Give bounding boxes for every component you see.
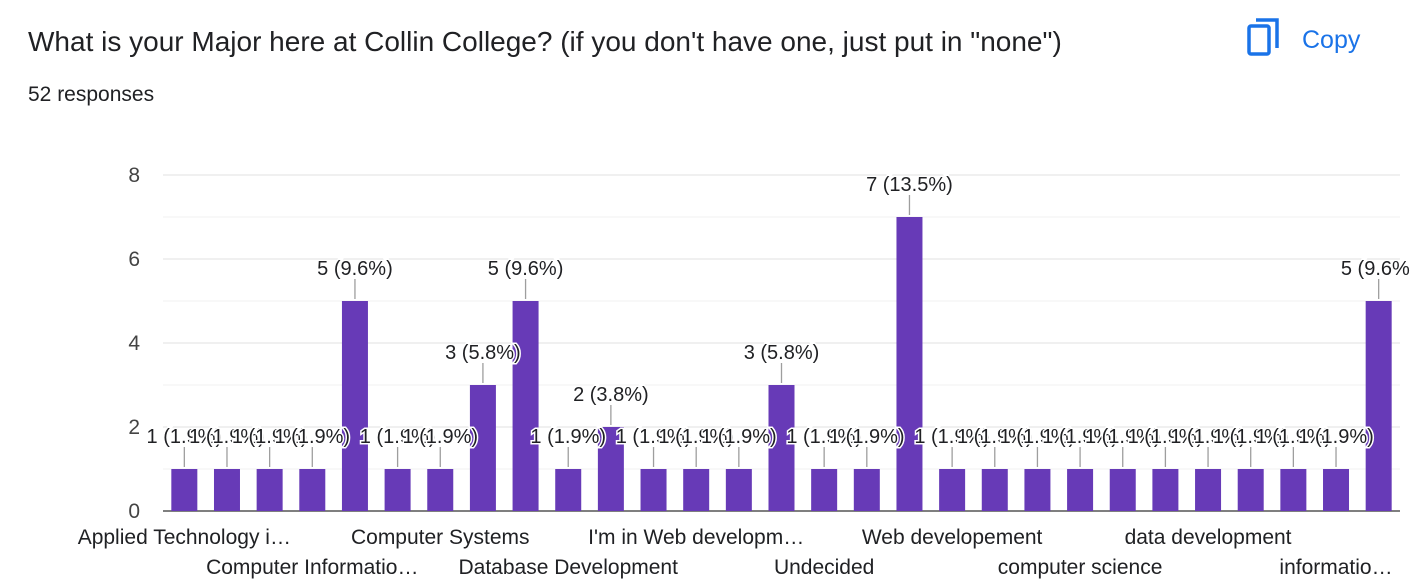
bar-value-label: 1 (1.9%) bbox=[189, 426, 265, 448]
copy-icon bbox=[1246, 17, 1282, 64]
bar bbox=[1195, 469, 1222, 511]
bar bbox=[555, 469, 582, 511]
bar-value-label: 1 (1.9%) bbox=[914, 426, 990, 448]
bar bbox=[213, 469, 240, 511]
bar-value-label: 1 (1.9%) bbox=[701, 426, 777, 448]
bar-value-label: 5 (9.6%) bbox=[488, 258, 564, 280]
bar-value-label: 1 (1.9%) bbox=[360, 426, 436, 448]
bar-value-label: 1 (1.9%) bbox=[1000, 426, 1076, 448]
bar bbox=[1024, 469, 1051, 511]
bar bbox=[512, 301, 539, 511]
bar-value-label: 5 (9.6%) bbox=[1341, 258, 1410, 280]
x-category-label: Computer Informatio… bbox=[206, 556, 418, 579]
response-count: 52 responses bbox=[28, 83, 155, 106]
bar-value-label: 1 (1.9%) bbox=[1170, 426, 1246, 448]
x-category-label: Computer Systems bbox=[351, 526, 530, 549]
bar bbox=[896, 217, 923, 511]
bar bbox=[171, 469, 198, 511]
bar bbox=[939, 469, 966, 511]
bar bbox=[725, 469, 752, 511]
bar-value-label: 1 (1.9%) bbox=[957, 426, 1033, 448]
bar bbox=[469, 385, 496, 511]
y-tick-label: 8 bbox=[128, 164, 140, 187]
bar bbox=[640, 469, 667, 511]
bar bbox=[1323, 469, 1350, 511]
bar bbox=[384, 469, 411, 511]
bar-value-label: 1 (1.9%) bbox=[1298, 426, 1374, 448]
bar bbox=[299, 469, 326, 511]
bar-value-label: 1 (1.9%) bbox=[829, 426, 905, 448]
bar bbox=[1237, 469, 1264, 511]
bar bbox=[341, 301, 368, 511]
bar-chart: 1 (1.9%)1 (1.9%)1 (1.9%)1 (1.9%)5 (9.6%)… bbox=[78, 164, 1410, 579]
bar-value-label: 1 (1.9%) bbox=[658, 426, 734, 448]
bar-value-label: 1 (1.9%) bbox=[1042, 426, 1118, 448]
x-category-label: Database Development bbox=[458, 556, 678, 579]
copy-label: Copy bbox=[1302, 25, 1361, 54]
bar-value-label: 7 (13.5%) bbox=[866, 174, 953, 196]
x-category-label: data development bbox=[1125, 526, 1292, 549]
bar bbox=[256, 469, 283, 511]
bar-value-label: 1 (1.9%) bbox=[1085, 426, 1161, 448]
bar bbox=[1152, 469, 1179, 511]
question-title: What is your Major here at Collin Colleg… bbox=[28, 26, 1062, 57]
x-category-label: I'm in Web developm… bbox=[588, 526, 804, 549]
bar-value-label: 1 (1.9%) bbox=[274, 426, 350, 448]
x-category-label: Web developement bbox=[862, 526, 1043, 549]
bar-value-label: 3 (5.8%) bbox=[744, 342, 820, 364]
copy-button[interactable]: Copy bbox=[1246, 17, 1376, 60]
y-tick-label: 6 bbox=[128, 248, 140, 271]
bar bbox=[427, 469, 454, 511]
bar-value-label: 1 (1.9%) bbox=[786, 426, 862, 448]
bar bbox=[1067, 469, 1094, 511]
bar bbox=[1280, 469, 1307, 511]
bar-value-label: 2 (3.8%) bbox=[573, 384, 649, 406]
bar-value-label: 1 (1.9%) bbox=[232, 426, 308, 448]
bar bbox=[768, 385, 795, 511]
bar-value-label: 1 (1.9%) bbox=[1213, 426, 1289, 448]
x-category-label: informatio… bbox=[1279, 556, 1392, 579]
bar-value-label: 1 (1.9%) bbox=[402, 426, 478, 448]
bar-value-label: 5 (9.6%) bbox=[317, 258, 393, 280]
bar-value-label: 3 (5.8%) bbox=[445, 342, 521, 364]
bar-value-label: 1 (1.9%) bbox=[147, 426, 223, 448]
bar-value-label: 1 (1.9%) bbox=[616, 426, 692, 448]
bar bbox=[1109, 469, 1136, 511]
bar-value-label: 1 (1.9%) bbox=[1256, 426, 1332, 448]
x-category-label: computer science bbox=[998, 556, 1163, 579]
bar bbox=[597, 427, 624, 511]
bar bbox=[1365, 301, 1392, 511]
x-category-label: Applied Technology i… bbox=[78, 526, 291, 549]
bar bbox=[683, 469, 710, 511]
x-category-label: Undecided bbox=[774, 556, 874, 579]
y-tick-label: 0 bbox=[128, 500, 140, 523]
y-tick-label: 4 bbox=[128, 332, 140, 355]
bar-value-label: 1 (1.9%) bbox=[1128, 426, 1204, 448]
bar bbox=[853, 469, 880, 511]
bar bbox=[981, 469, 1008, 511]
bar bbox=[811, 469, 838, 511]
bar-value-label: 1 (1.9%) bbox=[530, 426, 606, 448]
y-tick-label: 2 bbox=[128, 416, 140, 439]
